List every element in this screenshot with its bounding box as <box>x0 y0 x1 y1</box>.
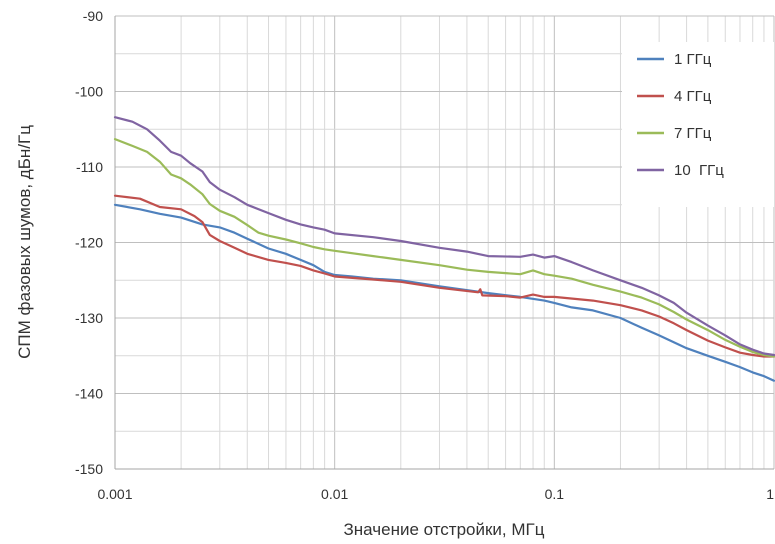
y-tick-label: -110 <box>76 159 103 175</box>
y-axis-label: СПМ фазовых шумов, дБн/Гц <box>15 125 34 359</box>
legend-label-2: 4 ГГц <box>674 88 712 105</box>
y-tick-label: -130 <box>75 310 103 326</box>
legend: 1 ГГц 4 ГГц 7 ГГц 10 ГГц <box>622 42 774 207</box>
plot-series <box>113 116 775 382</box>
legend-label-4: 10 ГГц <box>674 162 724 179</box>
y-tick-label: -120 <box>75 235 103 251</box>
y-tick-label: -100 <box>75 84 103 100</box>
legend-label-3: 7 ГГц <box>674 125 712 142</box>
y-tick-label: -140 <box>75 386 103 402</box>
tick-labels: -90 -100 -110 -120 -130 -140 -150 0.001 0.01 0.1 1 <box>75 8 774 502</box>
series-line-4 <box>113 116 775 357</box>
x-axis-label: Значение отстройки, МГц <box>344 520 545 539</box>
x-tick-label: 0.01 <box>321 486 348 502</box>
x-tick-label: 0.1 <box>545 486 565 502</box>
series-line-2 <box>113 194 775 358</box>
legend-label-1: 1 ГГц <box>674 51 712 68</box>
y-tick-label: -150 <box>75 461 103 477</box>
x-tick-label: 0.001 <box>97 486 132 502</box>
legend-box <box>622 42 774 207</box>
x-tick-label: 1 <box>766 486 774 502</box>
y-tick-label: -90 <box>83 8 103 24</box>
series-line-3 <box>113 138 775 358</box>
series-line-1 <box>113 203 775 382</box>
